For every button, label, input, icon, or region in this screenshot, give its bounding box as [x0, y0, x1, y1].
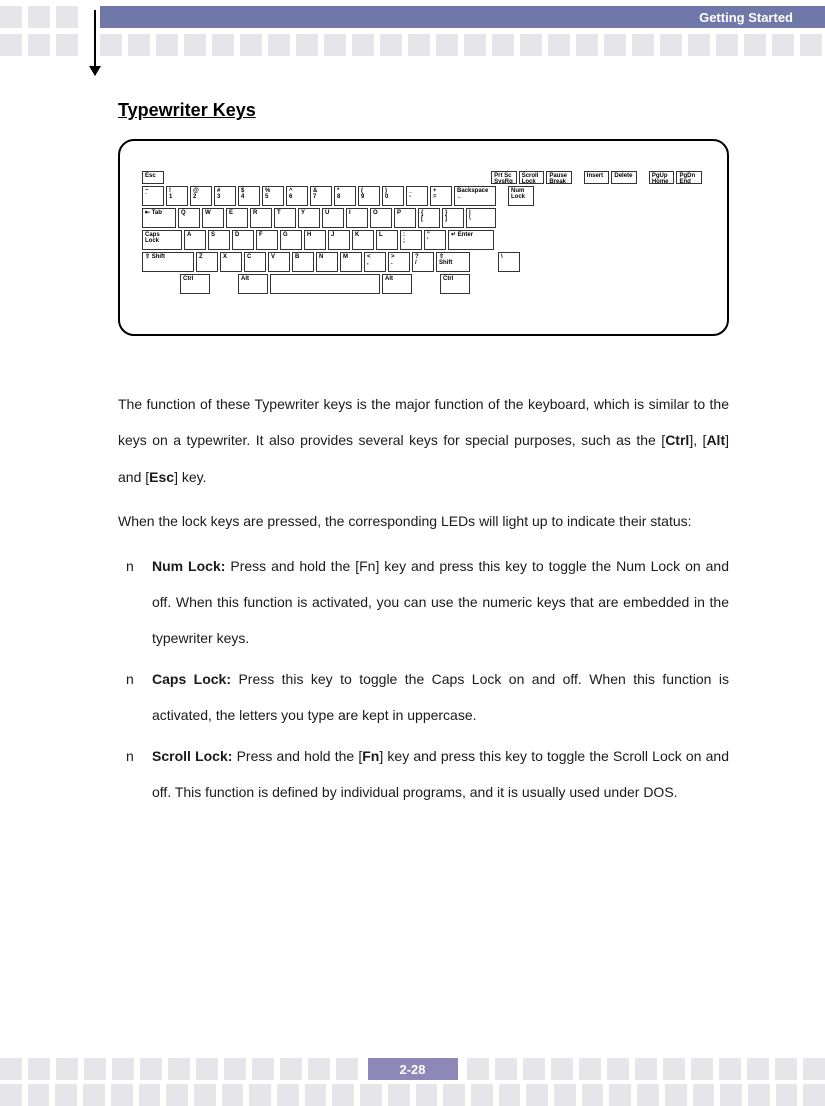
keyboard-key: %5 [262, 186, 284, 206]
keyboard-key: R [250, 208, 272, 228]
keyboard-key: &7 [310, 186, 332, 206]
keyboard-key: PgUpHome [649, 171, 675, 184]
keyboard-key: P [394, 208, 416, 228]
keyboard-key: {[ [418, 208, 440, 228]
list-item: n Scroll Lock: Press and hold the [Fn] k… [126, 738, 729, 811]
keyboard-key: Insert [584, 171, 610, 184]
keyboard-key: Alt [238, 274, 268, 294]
keyboard-key: <, [364, 252, 386, 272]
page: Getting Started Typewriter Keys Esc Prt S… [0, 0, 825, 1098]
keyboard-key: :; [400, 230, 422, 250]
body-text: The function of these Typewriter keys is… [118, 386, 729, 810]
keyboard-key: M [340, 252, 362, 272]
paragraph-1: The function of these Typewriter keys is… [118, 386, 729, 495]
keyboard-key: ⇧ Shift [142, 252, 194, 272]
keyboard-key: ScrollLock [519, 171, 545, 184]
keyboard-key: Delete [611, 171, 637, 184]
keyboard-key: D [232, 230, 254, 250]
content-area: Typewriter Keys Esc Prt ScSysRqScrollLock… [0, 60, 825, 810]
keyboard-key: (9 [358, 186, 380, 206]
keyboard-key: H [304, 230, 326, 250]
keyboard-key: PauseBreak [546, 171, 572, 184]
keyboard-key: Z [196, 252, 218, 272]
keyboard-key: X [220, 252, 242, 272]
keyboard-key: Q [178, 208, 200, 228]
keyboard-key: Alt [382, 274, 412, 294]
keyboard-key: ^6 [286, 186, 308, 206]
keyboard-key: Prt ScSysRq [491, 171, 517, 184]
keyboard-key: _- [406, 186, 428, 206]
paragraph-2: When the lock keys are pressed, the corr… [118, 503, 729, 539]
keyboard-key: }] [442, 208, 464, 228]
keyboard-key [270, 274, 380, 294]
keyboard-key: *8 [334, 186, 356, 206]
lock-keys-list: n Num Lock: Press and hold the [Fn] key … [118, 548, 729, 811]
square-row-top-left [0, 6, 78, 28]
keyboard-key: O [370, 208, 392, 228]
keyboard-diagram: Esc Prt ScSysRqScrollLockPauseBreak Insert… [118, 139, 729, 336]
keyboard-key: >. [388, 252, 410, 272]
keyboard-key: NumLock [508, 186, 534, 206]
keyboard-key: |\ [466, 208, 496, 228]
square-row-left-2 [0, 34, 78, 56]
list-item: n Caps Lock: Press this key to toggle th… [126, 661, 729, 734]
keyboard-key: A [184, 230, 206, 250]
keyboard-key: K [352, 230, 374, 250]
keyboard-key: I [346, 208, 368, 228]
keyboard-key: ⇤ Tab [142, 208, 176, 228]
header-title: Getting Started [699, 10, 793, 25]
keyboard-key: W [202, 208, 224, 228]
keyboard-key: ⇧Shift [436, 252, 470, 272]
keyboard-key: )0 [382, 186, 404, 206]
keyboard-key: \ [498, 252, 520, 272]
keyboard-key: Y [298, 208, 320, 228]
keyboard-key: Backspace← [454, 186, 496, 206]
keyboard-key: Ctrl [440, 274, 470, 294]
keyboard-key: @2 [190, 186, 212, 206]
square-row-bottom-1 [0, 1058, 358, 1080]
section-title: Typewriter Keys [118, 100, 729, 121]
keyboard-key: ↵ Enter [448, 230, 494, 250]
keyboard-key: F [256, 230, 278, 250]
keyboard-key: S [208, 230, 230, 250]
page-number: 2-28 [368, 1058, 458, 1080]
square-row-bottom-2 [467, 1058, 825, 1080]
keyboard-key: N [316, 252, 338, 272]
keyboard-key: #3 [214, 186, 236, 206]
keyboard-key: !1 [166, 186, 188, 206]
keyboard-key: J [328, 230, 350, 250]
keyboard-key: ~` [142, 186, 164, 206]
top-decorative-band: Getting Started [0, 0, 825, 60]
keyboard-key: PgDnEnd [676, 171, 702, 184]
list-item: n Num Lock: Press and hold the [Fn] key … [126, 548, 729, 657]
keyboard-key: C [244, 252, 266, 272]
keyboard-key: CapsLock [142, 230, 182, 250]
keyboard-key: Ctrl [180, 274, 210, 294]
square-row-2 [100, 34, 825, 56]
arrow-down-icon [94, 10, 96, 75]
keyboard-key: L [376, 230, 398, 250]
keyboard-key: "' [424, 230, 446, 250]
keyboard-key: Esc [142, 171, 164, 184]
keyboard-key: V [268, 252, 290, 272]
keyboard-key: U [322, 208, 344, 228]
header-bar: Getting Started [100, 6, 825, 28]
keyboard-key: += [430, 186, 452, 206]
keyboard-key: G [280, 230, 302, 250]
keyboard-key: T [274, 208, 296, 228]
keyboard-key: $4 [238, 186, 260, 206]
keyboard-key: E [226, 208, 248, 228]
keyboard-key: B [292, 252, 314, 272]
bottom-decorative-band: 2-28 [0, 1054, 825, 1098]
square-row-bottom-3 [0, 1084, 825, 1106]
keyboard-key: ?/ [412, 252, 434, 272]
